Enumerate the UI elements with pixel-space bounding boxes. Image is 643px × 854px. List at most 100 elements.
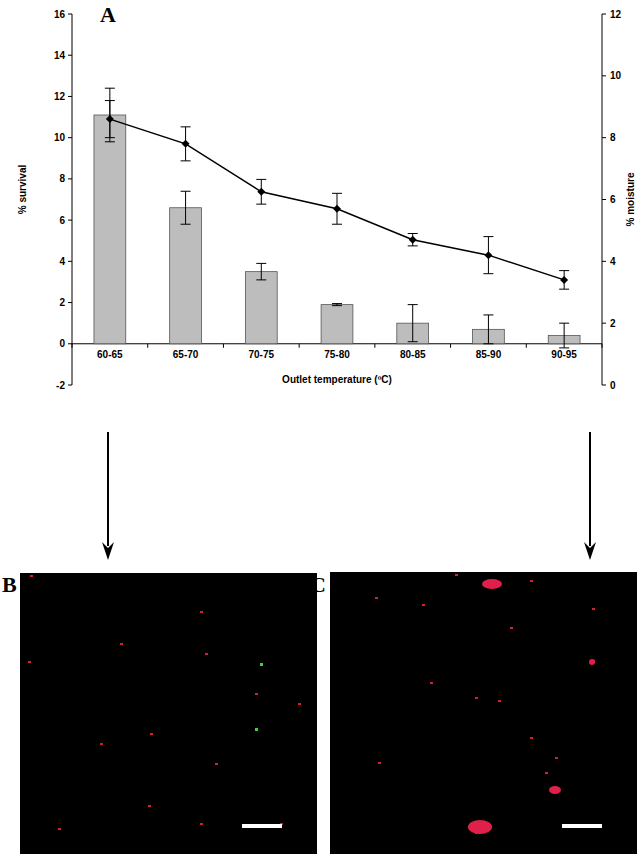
cell-red <box>475 697 478 699</box>
error-cap <box>408 233 418 234</box>
cell-red <box>150 733 153 735</box>
error-cap <box>181 224 191 225</box>
cell-red <box>30 575 33 577</box>
y2-tick <box>602 199 606 200</box>
error-stem <box>412 234 413 246</box>
scale-bar <box>562 824 602 828</box>
y-axis-title: % survival <box>17 165 28 215</box>
panel-label: A <box>100 2 116 27</box>
error-cap <box>256 204 266 205</box>
y2-tick <box>602 14 606 15</box>
x-tick-label: 60-65 <box>97 349 123 360</box>
panel-label: C <box>310 572 326 597</box>
cell-red <box>298 703 301 705</box>
error-cap <box>256 179 266 180</box>
y-tick <box>68 220 72 221</box>
x-tick <box>450 344 451 348</box>
micrograph <box>20 573 317 854</box>
y-tick-label: 14 <box>54 50 66 61</box>
y2-tick <box>602 385 606 386</box>
x-tick <box>72 344 73 348</box>
y-tick-label: 0 <box>59 338 65 349</box>
error-bar <box>483 237 493 274</box>
y2-tick <box>602 261 606 262</box>
error-cap <box>105 88 115 89</box>
error-bar <box>181 191 191 224</box>
x-tick <box>147 344 148 348</box>
cell-red <box>498 700 501 702</box>
error-cap <box>408 245 418 246</box>
cell-clump <box>589 659 595 665</box>
y-tick-label: 10 <box>54 132 66 143</box>
error-cap <box>483 343 493 344</box>
y-tick-label: 16 <box>54 9 66 20</box>
error-bar <box>559 271 569 290</box>
cell-red <box>58 828 61 830</box>
error-cap <box>105 141 115 142</box>
error-stem <box>185 127 186 161</box>
y2-tick-label: 2 <box>610 318 616 329</box>
y2-tick <box>602 137 606 138</box>
y-tick <box>68 137 72 138</box>
cell-clump <box>468 820 492 834</box>
y-tick <box>68 385 72 386</box>
error-cap <box>105 100 115 101</box>
error-stem <box>337 193 338 224</box>
y-tick <box>68 343 72 344</box>
y-tick <box>68 302 72 303</box>
y-tick-label: 12 <box>54 91 66 102</box>
error-cap <box>332 193 342 194</box>
arrow-line <box>107 432 109 546</box>
error-stem <box>185 191 186 224</box>
error-cap <box>256 279 266 280</box>
y-tick-label: 2 <box>59 297 65 308</box>
cell-red <box>200 823 203 825</box>
plot-data <box>94 88 580 348</box>
error-cap <box>559 323 569 324</box>
cell-red <box>375 597 378 599</box>
cell-red <box>148 805 151 807</box>
error-bar <box>332 304 342 306</box>
y-tick-label: -2 <box>56 380 65 391</box>
cell-clump <box>482 579 502 589</box>
error-bar <box>408 234 418 246</box>
y2-tick-label: 8 <box>610 132 616 143</box>
x-axis-title: Outlet temperature (ºC) <box>282 374 392 385</box>
error-cap <box>181 126 191 127</box>
micrograph-bg <box>330 572 637 854</box>
bar <box>170 208 202 344</box>
cell-red <box>205 653 208 655</box>
cell-red <box>430 682 433 684</box>
cell-red <box>592 608 595 610</box>
arrow-head <box>102 542 114 560</box>
error-cap <box>332 224 342 225</box>
error-bar <box>408 305 418 342</box>
y-tick <box>68 14 72 15</box>
error-bar <box>105 101 115 138</box>
x-tick <box>526 344 527 348</box>
cell-red <box>255 693 258 695</box>
error-stem <box>488 315 489 344</box>
error-bar <box>559 323 569 348</box>
error-bar <box>332 193 342 224</box>
error-stem <box>261 179 262 204</box>
cell-red <box>120 643 123 645</box>
y-tick-label: 6 <box>59 215 65 226</box>
arrow-head <box>584 542 596 560</box>
error-bar <box>256 179 266 204</box>
bar <box>94 115 126 344</box>
bar <box>245 272 277 344</box>
y2-axis-title: % moisture <box>625 172 636 226</box>
error-stem <box>109 88 110 142</box>
x-tick <box>299 344 300 348</box>
cell-red <box>530 737 533 739</box>
cell-red <box>378 762 381 764</box>
error-cap <box>105 137 115 138</box>
cell-clump <box>549 786 561 794</box>
y2-tick-label: 10 <box>610 70 622 81</box>
error-bar <box>256 263 266 279</box>
error-bar <box>105 88 115 142</box>
cell-red <box>510 627 513 629</box>
error-cap <box>483 273 493 274</box>
cell-red <box>100 743 103 745</box>
